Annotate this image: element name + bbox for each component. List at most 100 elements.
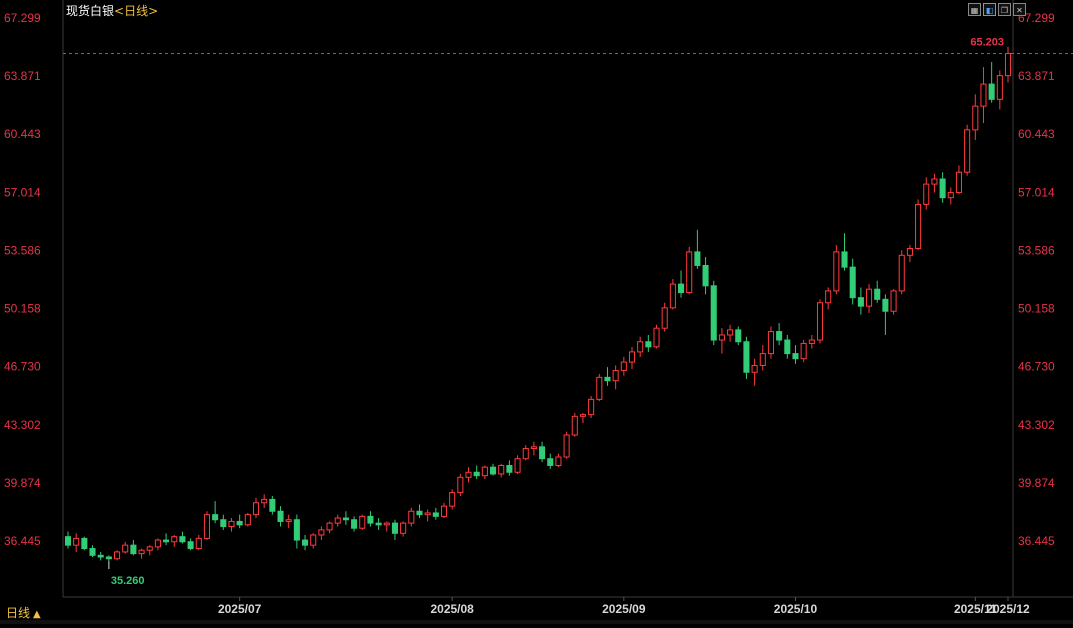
candle-body xyxy=(440,505,448,517)
left-y-axis: 67.299 63.871 60.443 57.014 53.586 50.158 46.7… xyxy=(4,11,41,548)
candle-body xyxy=(710,285,717,341)
candle-body xyxy=(792,353,799,360)
candle-body xyxy=(841,251,848,268)
candle-body xyxy=(465,471,472,478)
candle-body xyxy=(874,288,881,300)
candle-body xyxy=(64,536,72,546)
candle-body xyxy=(359,515,366,529)
chevron-up-icon: ▲ xyxy=(33,609,41,620)
y-tick-label-right: 50.158 xyxy=(1018,302,1055,316)
y-tick-label-right: 67.299 xyxy=(1018,11,1055,25)
candle-body xyxy=(563,434,570,458)
candle-body xyxy=(620,361,627,372)
candle-body xyxy=(776,331,783,341)
x-tick-label: 2025/10 xyxy=(774,602,818,616)
candle-body xyxy=(252,502,260,516)
candle-body xyxy=(571,415,578,436)
x-tick-label: 2025/08 xyxy=(430,602,474,616)
candle-body xyxy=(947,192,954,199)
candle-body xyxy=(588,398,595,416)
candle-body xyxy=(825,290,832,304)
candle-body xyxy=(105,556,112,560)
draw-line-icon[interactable]: ◧ xyxy=(983,3,996,16)
low-marker-label: 35.260 xyxy=(111,575,145,587)
candle-body xyxy=(514,458,521,473)
y-tick-label-left: 50.158 xyxy=(4,302,41,316)
candle-body xyxy=(375,522,382,526)
candle-body xyxy=(866,288,873,307)
candle-body xyxy=(318,529,325,536)
panel-toggle-icon[interactable]: ▦ xyxy=(968,3,981,16)
close-icon[interactable]: ✕ xyxy=(1013,3,1026,16)
y-tick-label-right: 53.586 xyxy=(1018,243,1055,257)
candle-body xyxy=(555,456,562,466)
y-tick-label-left: 39.874 xyxy=(4,476,41,490)
x-axis: 2025/07 2025/08 2025/09 2025/10 2025/112025/… xyxy=(218,597,1030,616)
candle-body xyxy=(97,554,104,558)
instrument-name: 现货白银 xyxy=(66,4,115,18)
candle-body xyxy=(980,83,987,107)
candle-body xyxy=(849,266,856,299)
candle-body xyxy=(718,334,725,341)
y-tick-label-left: 46.730 xyxy=(4,360,41,374)
y-tick-label-left: 43.302 xyxy=(4,418,41,432)
candle-body xyxy=(130,544,137,555)
candle-body xyxy=(808,339,815,344)
x-tick-label: 2025/07 xyxy=(218,602,262,616)
candle-body xyxy=(449,492,456,507)
candle-body xyxy=(604,376,611,382)
candle-series xyxy=(64,46,1012,562)
candle-body xyxy=(882,298,889,312)
candle-body xyxy=(146,546,153,551)
candle-body xyxy=(596,376,603,400)
y-tick-label-left: 57.014 xyxy=(4,185,41,199)
candle-body xyxy=(890,290,897,312)
candle-body xyxy=(612,370,619,382)
candle-body xyxy=(154,539,161,548)
candle-body xyxy=(735,329,742,343)
candle-body xyxy=(408,510,415,524)
candle-body xyxy=(203,514,210,539)
x-tick-label: 2025/12 xyxy=(986,602,1030,616)
candle-body xyxy=(400,522,407,534)
candle-body xyxy=(759,353,766,366)
candle-body xyxy=(89,548,96,556)
candle-body xyxy=(579,414,586,417)
candle-body xyxy=(195,537,202,550)
y-tick-label-left: 63.871 xyxy=(4,69,41,83)
candle-body xyxy=(996,75,1003,100)
window-restore-icon[interactable]: ❐ xyxy=(998,3,1011,16)
candle-body xyxy=(122,544,129,553)
candle-body xyxy=(138,549,145,555)
candle-body xyxy=(220,519,227,528)
y-tick-label-left: 67.299 xyxy=(4,11,41,25)
candle-body xyxy=(269,498,276,512)
candle-body xyxy=(391,522,398,534)
candle-body xyxy=(432,512,439,517)
period-switch-button[interactable]: 日线 ▲ xyxy=(6,604,41,621)
candle-body xyxy=(988,83,995,100)
candle-body xyxy=(678,283,685,294)
candle-body xyxy=(114,551,121,560)
period-switch-label: 日线 xyxy=(6,606,31,620)
candle-body xyxy=(702,264,709,287)
candle-body xyxy=(694,251,701,266)
candle-body xyxy=(481,466,488,477)
candle-body xyxy=(326,522,333,531)
y-tick-label-right: 36.445 xyxy=(1018,534,1055,548)
candle-body xyxy=(261,498,268,504)
candle-body xyxy=(1004,53,1012,77)
candle-body xyxy=(163,539,170,543)
y-tick-label-right: 60.443 xyxy=(1018,127,1055,141)
candle-body xyxy=(931,178,938,185)
candle-body xyxy=(751,364,758,373)
candle-body xyxy=(277,510,284,522)
candle-body xyxy=(898,254,905,292)
candle-body xyxy=(653,327,660,348)
candle-body xyxy=(816,302,824,341)
candle-body xyxy=(367,515,374,524)
y-tick-label-right: 63.871 xyxy=(1018,69,1055,83)
candle-body xyxy=(972,105,979,131)
